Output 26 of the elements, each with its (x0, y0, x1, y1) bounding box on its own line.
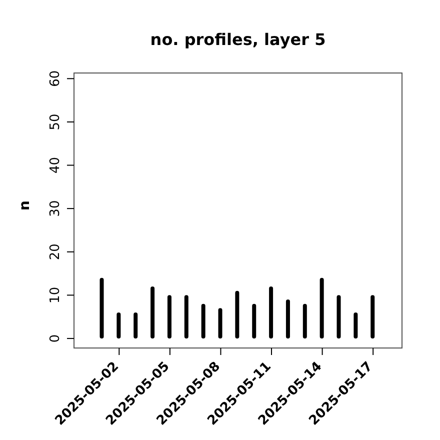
bar (150, 286, 155, 338)
y-tick-label: 40 (48, 156, 63, 174)
bar (116, 312, 121, 338)
bar (370, 295, 375, 338)
y-tick-label: 60 (48, 70, 63, 87)
bar (302, 304, 307, 338)
bar (167, 295, 172, 338)
y-tick-label: 0 (48, 334, 63, 343)
bar (218, 308, 222, 338)
bar (184, 295, 188, 338)
bar (235, 290, 240, 338)
bar (320, 278, 324, 338)
chart-title: no. profiles, layer 5 (149, 30, 327, 49)
bar (252, 304, 256, 338)
bar (201, 304, 206, 338)
bar (134, 312, 138, 338)
bar (286, 299, 290, 338)
y-tick-label: 50 (48, 114, 63, 130)
y-tick-label: 30 (48, 200, 63, 217)
y-tick-label: 10 (48, 286, 63, 304)
y-axis-title: n (16, 200, 33, 210)
bar (269, 286, 274, 338)
bar (100, 278, 104, 338)
bar (354, 312, 358, 338)
bar (336, 295, 341, 338)
y-tick-label: 20 (48, 244, 63, 260)
